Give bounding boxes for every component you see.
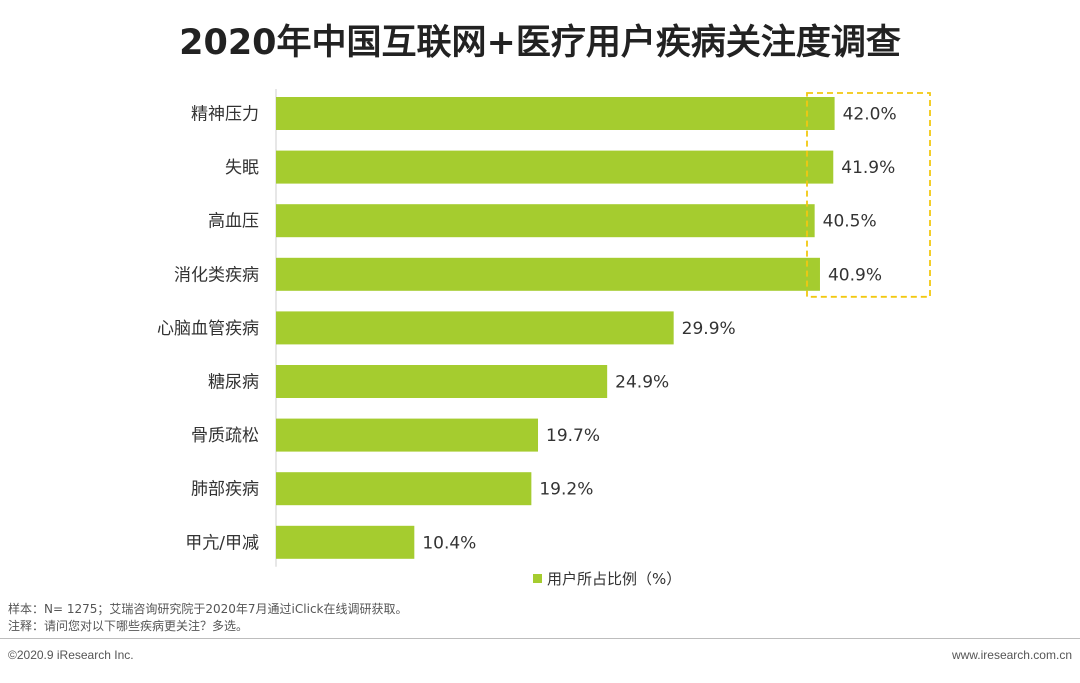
data-label: 42.0% (843, 105, 897, 125)
data-label: 10.4% (422, 533, 476, 553)
legend-swatch (533, 574, 542, 583)
sample-note: 样本：N= 1275；艾瑞咨询研究院于2020年7月通过iClick在线调研获取… (8, 602, 408, 616)
category-label: 甲亢/甲减 (185, 533, 259, 553)
remark-note: 注释：请问您对以下哪些疾病更关注？多选。 (8, 619, 249, 633)
bar (276, 204, 815, 238)
bar (276, 257, 820, 291)
data-label: 40.9% (828, 265, 882, 285)
website-text: www.iresearch.com.cn (951, 648, 1072, 662)
category-label: 糖尿病 (208, 373, 259, 393)
category-label: 骨质疏松 (191, 426, 259, 446)
bar (276, 365, 608, 398)
bar (276, 311, 674, 345)
copyright-text: ©2020.9 iResearch Inc. (8, 648, 134, 662)
category-label: 消化类疾病 (174, 265, 259, 285)
highlight-box (806, 92, 931, 298)
category-label: 心脑血管疾病 (157, 319, 259, 339)
data-label: 29.9% (682, 319, 736, 339)
bar (276, 418, 539, 452)
legend-label: 用户所占比例（%） (547, 570, 681, 588)
bar (276, 97, 835, 130)
category-label: 失眠 (225, 158, 259, 178)
category-label: 高血压 (208, 212, 259, 232)
data-label: 41.9% (841, 158, 895, 178)
data-label: 19.7% (546, 426, 600, 446)
bar (276, 150, 834, 184)
category-label: 肺部疾病 (191, 480, 259, 500)
chart-title: 2020年中国互联网+医疗用户疾病关注度调查 (179, 23, 901, 63)
data-label: 19.2% (539, 480, 593, 500)
category-label: 精神压力 (191, 105, 259, 125)
bar (276, 525, 415, 559)
bar-chart: 精神压力 42.0% 失眠 41.9% 高血压 40.5% 消化类疾病 40.9% 心脑血管疾病… (157, 89, 931, 588)
bar (276, 472, 532, 506)
data-label: 24.9% (615, 373, 669, 393)
footer-divider (0, 638, 1080, 639)
data-label: 40.5% (823, 212, 877, 232)
